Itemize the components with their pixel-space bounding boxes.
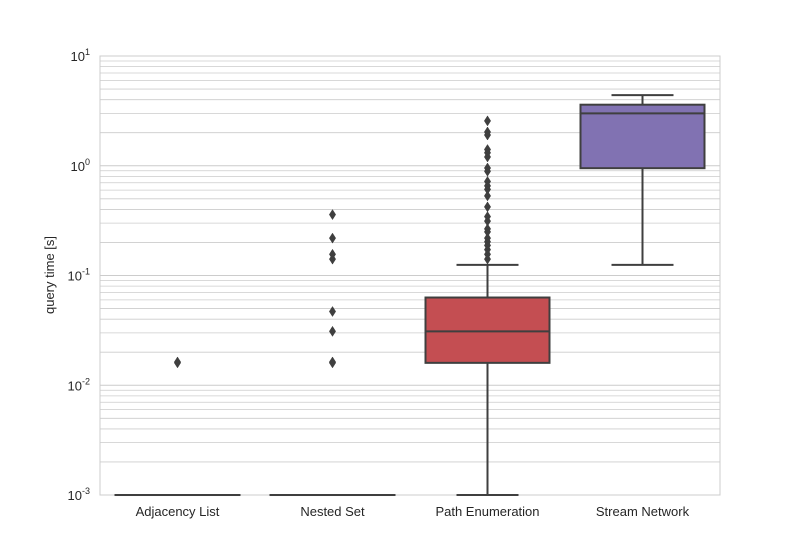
outlier-point [174, 356, 181, 368]
outlier-point [484, 144, 491, 155]
y-tick-base: 10 [68, 378, 82, 393]
outlier-point [484, 201, 491, 213]
x-tick-label: Path Enumeration [435, 504, 539, 519]
y-tick-base: 10 [68, 269, 82, 284]
y-tick-exponent: -2 [82, 376, 90, 386]
y-tick-label: 100 [71, 157, 90, 174]
outlier-point [329, 248, 336, 260]
outlier-point [329, 209, 336, 221]
outlier-point [484, 190, 491, 202]
y-tick-exponent: 0 [85, 157, 90, 167]
box-adjacency-list [114, 356, 241, 497]
outlier-point [329, 306, 336, 317]
outlier-point [484, 162, 491, 174]
x-tick-label: Adjacency List [136, 504, 220, 519]
y-tick-base: 10 [71, 159, 85, 174]
y-axis-label: query time [s] [42, 236, 57, 314]
y-tick-exponent: -3 [82, 486, 90, 496]
y-tick-base: 10 [71, 49, 85, 64]
outlier-point [329, 325, 336, 337]
grid-lines [100, 60, 720, 496]
outlier-point [484, 115, 491, 127]
x-axis-ticks: Adjacency List Nested Set Path Enumeration… [136, 504, 690, 519]
y-tick-base: 10 [68, 488, 82, 503]
outlier-point [484, 223, 491, 235]
y-tick-exponent: -1 [82, 267, 90, 277]
box-body [424, 296, 551, 364]
x-tick-label: Nested Set [300, 504, 365, 519]
outlier-point [484, 176, 491, 187]
box-series [114, 94, 706, 497]
y-tick-label: 101 [71, 47, 90, 64]
box-nested-set [269, 209, 396, 497]
box-body [579, 103, 706, 170]
outlier-point [329, 356, 336, 368]
outlier-point [329, 232, 336, 244]
y-tick-label: 10-1 [68, 267, 90, 284]
y-tick-exponent: 1 [85, 47, 90, 57]
outlier-point [484, 126, 491, 138]
y-tick-label: 10-2 [68, 376, 90, 393]
outlier-point [484, 211, 491, 223]
outlier-point [484, 232, 491, 244]
box-path-enumeration [424, 115, 551, 496]
box-stream-network [579, 94, 706, 266]
x-tick-label: Stream Network [596, 504, 690, 519]
plot-frame [99, 55, 721, 496]
y-tick-label: 10-3 [68, 486, 90, 503]
